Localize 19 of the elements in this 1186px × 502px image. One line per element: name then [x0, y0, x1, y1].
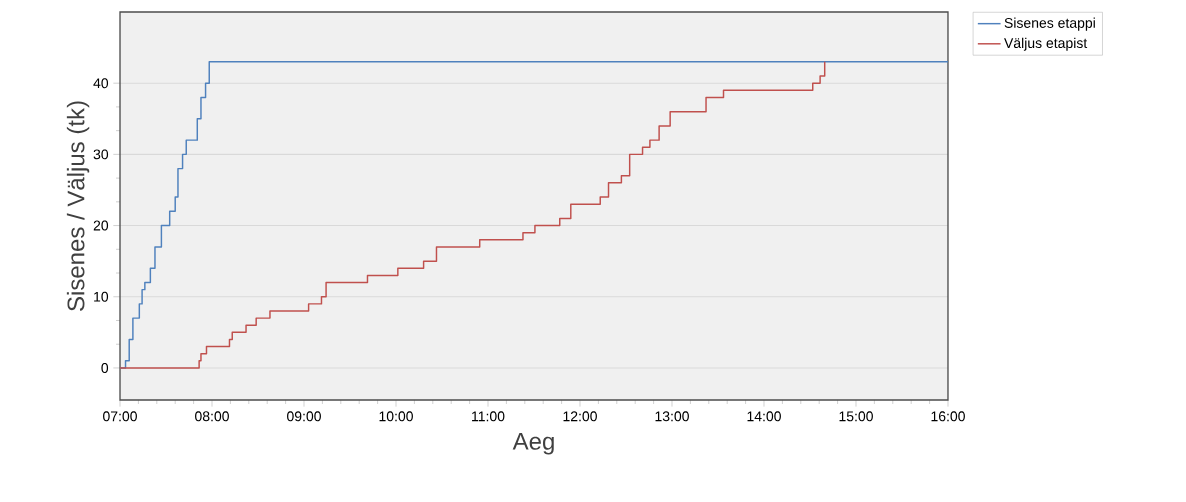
- x-tick-label: 09:00: [287, 411, 321, 422]
- x-tick-label: 16:00: [931, 411, 965, 422]
- legend-label: Väljus etapist: [1004, 37, 1088, 51]
- y-axis-title: Sisenes / Väljus (tk): [66, 101, 90, 311]
- y-tick-label: 30: [93, 149, 109, 160]
- x-tick-label: 10:00: [379, 411, 413, 422]
- legend-label: Sisenes etappi: [1004, 17, 1095, 31]
- x-tick-label: 08:00: [195, 411, 229, 422]
- y-tick-label: 40: [93, 78, 109, 89]
- y-tick-label: 0: [101, 363, 109, 373]
- y-tick-label: 10: [94, 291, 109, 302]
- x-tick-label: 14:00: [747, 411, 781, 422]
- x-tick-label: 12:00: [563, 411, 597, 422]
- x-tick-label: 07:00: [103, 411, 137, 422]
- x-tick-label: 11:00: [472, 411, 505, 422]
- y-tick-label: 20: [93, 220, 109, 231]
- x-tick-label: 15:00: [839, 411, 873, 422]
- x-axis-title: Aeg: [512, 433, 554, 455]
- x-tick-label: 13:00: [655, 411, 689, 422]
